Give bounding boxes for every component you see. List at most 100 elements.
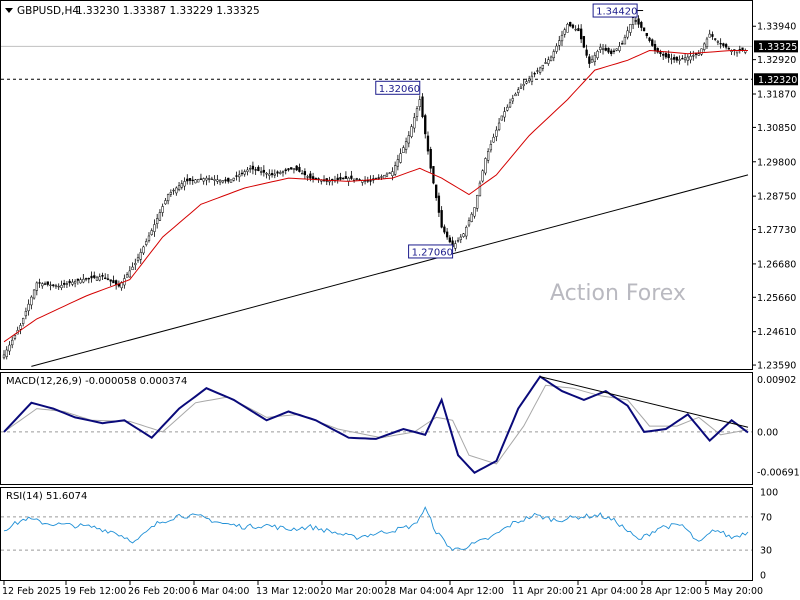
macd-title: MACD(12,26,9) -0.000058 0.000374: [6, 376, 187, 387]
candle-body: [514, 93, 517, 97]
candle-body: [164, 200, 167, 205]
price-tick-label: 1.30850: [757, 123, 796, 134]
candle-body: [547, 59, 550, 64]
candle-body: [377, 177, 380, 179]
candle-body: [459, 236, 462, 240]
candle-body: [251, 165, 255, 170]
candle-body: [670, 58, 673, 60]
candle-body: [125, 274, 129, 278]
candle-body: [385, 173, 389, 177]
candle-body: [686, 56, 689, 61]
candle-body: [287, 168, 290, 171]
candle-body: [486, 151, 490, 161]
candle-body: [41, 283, 44, 287]
candle-body: [180, 183, 183, 188]
candle-body: [63, 282, 66, 285]
candle-body: [172, 189, 175, 192]
rsi-tick-label: 30: [760, 546, 772, 557]
candle-body: [188, 178, 192, 181]
candle-body: [344, 176, 348, 179]
candle-body: [664, 53, 668, 58]
candle-body: [634, 20, 638, 22]
candle-body: [136, 257, 140, 261]
candle-body: [462, 233, 465, 237]
candle-body: [175, 187, 178, 194]
candle-body: [418, 99, 421, 107]
candle-body: [369, 180, 372, 182]
candle-body: [599, 46, 602, 50]
candle-body: [640, 22, 643, 28]
candle-body: [8, 344, 11, 352]
candle-body: [328, 180, 331, 183]
candle-body: [265, 172, 268, 175]
candle-body: [396, 159, 400, 167]
price-tick-label: 1.25660: [757, 293, 796, 304]
candle-body: [541, 64, 545, 69]
candle-body: [131, 266, 134, 271]
candle-body: [601, 48, 605, 50]
candle-body: [503, 111, 506, 118]
candle-body: [593, 55, 596, 62]
candle-body: [517, 89, 520, 93]
candle-body: [552, 51, 555, 59]
candle-body: [210, 178, 214, 181]
candle-body: [454, 243, 457, 249]
x-tick-label: 26 Feb 20:00: [128, 586, 190, 597]
candle-body: [355, 178, 359, 180]
candle-body: [150, 230, 153, 235]
candle-body: [615, 48, 618, 51]
candle-body: [508, 102, 512, 108]
candle-body: [705, 38, 709, 48]
candle-body: [525, 81, 528, 84]
candle-body: [199, 178, 203, 180]
candle-body: [191, 179, 194, 182]
candle-body: [71, 281, 74, 285]
moving-average-line: [3, 49, 748, 343]
price-tick-label: 1.24610: [757, 327, 796, 338]
candle-body: [522, 84, 525, 87]
candle-body: [21, 318, 25, 324]
symbol-timeframe: GBPUSD,H4: [17, 5, 79, 17]
candle-body: [497, 122, 501, 130]
candle-body: [560, 34, 564, 42]
candle-body: [629, 24, 632, 33]
candle-body: [73, 281, 77, 284]
candle-body: [207, 178, 211, 180]
price-tick-label: 1.33940: [757, 22, 796, 33]
candle-body: [675, 56, 679, 61]
price-tick-label: 1.31870: [757, 90, 796, 101]
candle-body: [186, 178, 189, 182]
candle-body: [500, 115, 503, 121]
candle-body: [404, 141, 408, 150]
candle-body: [399, 153, 402, 163]
price-panel-frame: [0, 0, 753, 370]
candle-body: [342, 177, 345, 180]
dropdown-triangle-icon[interactable]: [5, 8, 13, 13]
candle-body: [393, 165, 397, 175]
x-tick-label: 28 Apr 12:00: [640, 586, 702, 597]
macd-panel-frame: [0, 372, 753, 485]
candle-body: [93, 275, 96, 278]
candle-body: [530, 75, 534, 82]
candle-body: [716, 41, 720, 43]
candle-body: [366, 180, 369, 182]
candle-body: [300, 172, 304, 175]
candle-body: [558, 40, 561, 46]
candle-body: [618, 46, 621, 51]
candle-body: [232, 177, 235, 181]
candle-body: [259, 171, 263, 173]
macd-main-line: [3, 375, 749, 474]
candle-body: [582, 36, 586, 48]
candle-body: [714, 38, 717, 40]
candle-body: [32, 289, 36, 299]
candle-body: [536, 70, 539, 72]
x-tick-label: 5 May 20:00: [704, 586, 763, 597]
candle-body: [153, 224, 156, 232]
x-tick-label: 12 Feb 2025: [2, 586, 61, 597]
candle-body: [623, 37, 627, 45]
candle-body: [511, 98, 514, 102]
candle-body: [473, 207, 476, 217]
candle-body: [229, 179, 233, 183]
candle-body: [290, 167, 293, 170]
